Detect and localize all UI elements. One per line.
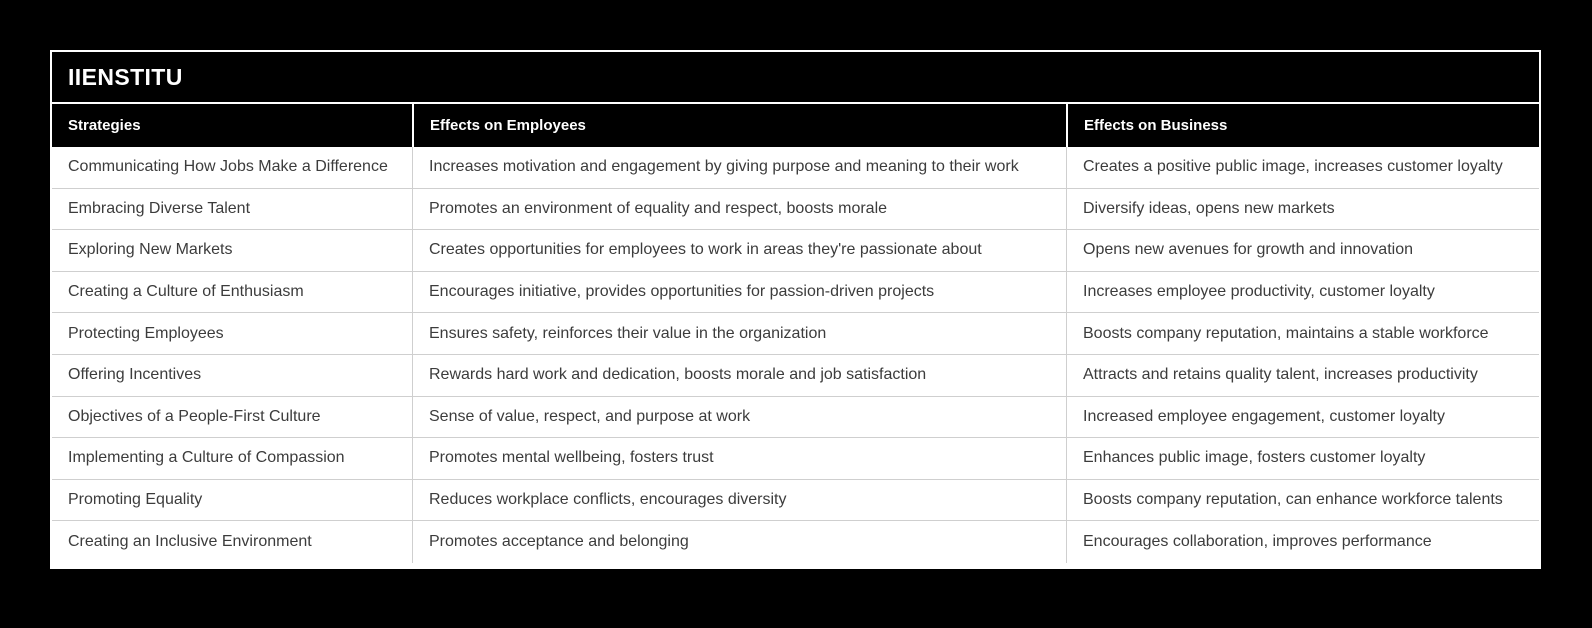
table-cell-business: Boosts company reputation, maintains a s… — [1066, 313, 1539, 355]
table-cell-business: Enhances public image, fosters customer … — [1066, 438, 1539, 480]
table-row: Creating a Culture of Enthusiasm Encourag… — [52, 271, 1539, 314]
table-cell-employees: Promotes mental wellbeing, fosters trust — [412, 438, 1066, 480]
table-cell-strategy: Offering Incentives — [52, 355, 412, 397]
table-cell-employees: Rewards hard work and dedication, boosts… — [412, 354, 1066, 397]
table-cell-strategy: Communicating How Jobs Make a Difference — [52, 147, 412, 189]
table-row: Offering Incentives Rewards hard work and… — [52, 354, 1539, 397]
table-cell-strategy: Objectives of a People-First Culture — [52, 397, 412, 439]
table-cell-business: Encourages collaboration, improves perfo… — [1066, 521, 1539, 563]
table-cell-strategy: Creating a Culture of Enthusiasm — [52, 272, 412, 314]
table-cell-strategy: Exploring New Markets — [52, 230, 412, 272]
strategies-table: IIENSTITU Strategies Effects on Employees… — [50, 50, 1541, 569]
column-header: Effects on Business — [1066, 104, 1539, 147]
table-row: Exploring New Markets Creates opportuniti… — [52, 230, 1539, 272]
table-row: Objectives of a People-First Culture Sens… — [52, 396, 1539, 439]
table-row: Protecting Employees Ensures safety, rein… — [52, 313, 1539, 355]
table-cell-business: Increases employee productivity, custome… — [1066, 271, 1539, 314]
table-cell-strategy: Implementing a Culture of Compassion — [52, 438, 412, 480]
table-row: Implementing a Culture of Compassion Prom… — [52, 438, 1539, 480]
table-row: Communicating How Jobs Make a Difference… — [52, 147, 1539, 189]
table-cell-employees: Promotes acceptance and belonging — [412, 521, 1066, 563]
table-cell-employees: Encourages initiative, provides opportun… — [412, 271, 1066, 314]
table-row: Promoting Equality Reduces workplace conf… — [52, 479, 1539, 522]
table-cell-business: Opens new avenues for growth and innovat… — [1066, 230, 1539, 272]
table-cell-employees: Increases motivation and engagement by g… — [412, 147, 1066, 189]
table-row: Creating an Inclusive Environment Promote… — [52, 521, 1539, 563]
table-title: IIENSTITU — [52, 52, 1539, 104]
table-cell-strategy: Promoting Equality — [52, 480, 412, 522]
table-cell-business: Creates a positive public image, increas… — [1066, 147, 1539, 189]
table-row: Embracing Diverse Talent Promotes an envi… — [52, 188, 1539, 231]
column-header: Strategies — [52, 104, 412, 147]
table-cell-employees: Sense of value, respect, and purpose at … — [412, 396, 1066, 439]
table-body: Communicating How Jobs Make a Difference… — [52, 147, 1539, 563]
table-cell-employees: Creates opportunities for employees to w… — [412, 230, 1066, 272]
table-cell-strategy: Creating an Inclusive Environment — [68, 533, 312, 551]
table-cell-employees: Ensures safety, reinforces their value i… — [412, 313, 1066, 355]
table-cell-strategy: Protecting Employees — [52, 313, 412, 355]
table-cell-business: Diversify ideas, opens new markets — [1066, 188, 1539, 231]
column-header: Effects on Employees — [412, 104, 1066, 147]
table-cell-business: Increased employee engagement, customer … — [1066, 396, 1539, 439]
table-header-row: Strategies Effects on Employees Effects on… — [52, 104, 1539, 147]
table-cell-strategy: Embracing Diverse Talent — [52, 189, 412, 231]
table-cell-employees: Reduces workplace conflicts, encourages … — [412, 479, 1066, 522]
table-cell-employees: Promotes an environment of equality and … — [412, 188, 1066, 231]
table-cell-business: Attracts and retains quality talent, inc… — [1066, 354, 1539, 397]
table-cell-business: Boosts company reputation, can enhance w… — [1066, 479, 1539, 522]
